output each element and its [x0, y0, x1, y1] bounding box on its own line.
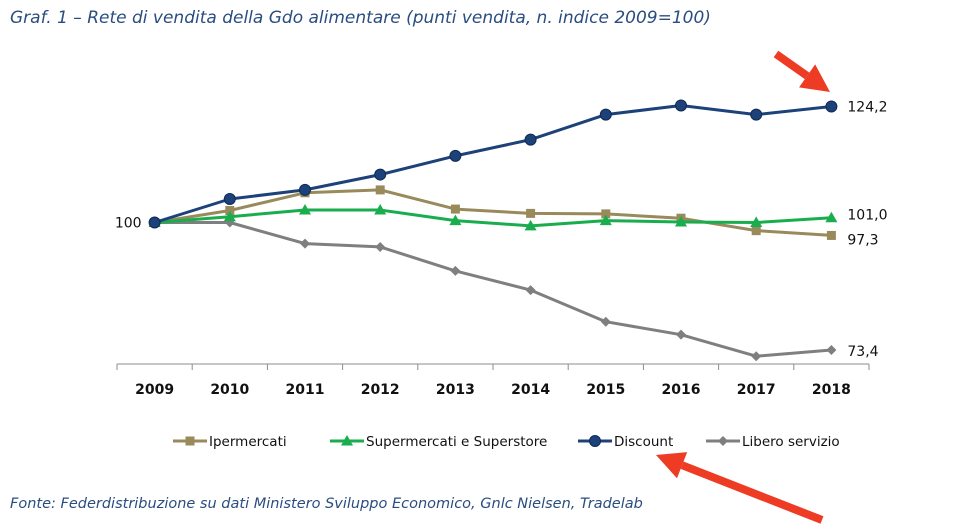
data-point-supermercati-e-superstore-2013	[449, 214, 462, 226]
series-supermercati-e-superstore	[148, 204, 838, 231]
arrow-head	[799, 64, 830, 92]
data-point-libero-servizio-2011	[300, 238, 310, 249]
annotations	[656, 50, 830, 524]
arrow-head	[656, 452, 688, 479]
series-discount	[148, 99, 838, 229]
chart-title: Graf. 1 – Rete di vendita della Gdo alim…	[10, 8, 711, 28]
data-point-discount-2011	[299, 183, 311, 196]
x-tick-label-2014: 2014	[511, 382, 550, 398]
data-point-libero-servizio-2017	[751, 351, 762, 362]
legend-swatch-marker	[341, 435, 353, 446]
data-point-ipermercati-2017	[751, 226, 761, 236]
start-value-label: 100	[115, 216, 142, 232]
data-point-discount-2010	[223, 193, 236, 206]
legend-swatch-marker	[718, 436, 728, 446]
data-point-ipermercati-2010	[225, 206, 235, 216]
x-tick-label-2017: 2017	[737, 382, 776, 398]
data-point-discount-2012	[374, 168, 387, 181]
data-point-discount-2014	[524, 133, 537, 146]
data-point-supermercati-e-superstore-2010	[223, 210, 236, 222]
legend-swatch-marker	[589, 435, 601, 447]
series-line-libero-servizio	[154, 221, 832, 358]
series-ipermercati	[150, 185, 836, 240]
data-point-discount-2013	[449, 149, 462, 162]
data-point-libero-servizio-2012	[375, 241, 386, 252]
arrow-to-discount-legend	[656, 452, 824, 524]
data-point-discount-2017	[750, 108, 763, 121]
data-point-ipermercati-2013	[450, 204, 460, 214]
data-point-supermercati-e-superstore-2015	[599, 214, 612, 226]
x-tick-label-2016: 2016	[662, 382, 701, 398]
legend-item-libero-servizio: Libero servizio	[706, 434, 840, 450]
data-point-ipermercati-2014	[526, 208, 536, 218]
series-line-ipermercati	[154, 188, 832, 237]
data-point-ipermercati-2012	[375, 185, 385, 195]
data-point-supermercati-e-superstore-2017	[750, 216, 763, 227]
series-line-supermercati-e-superstore	[154, 208, 832, 228]
end-value-label-discount: 124,2	[847, 100, 887, 116]
x-tick-label-2010: 2010	[210, 382, 249, 398]
x-tick-label-2011: 2011	[286, 382, 325, 398]
data-point-discount-2016	[675, 99, 687, 112]
legend-item-discount: Discount	[578, 434, 673, 450]
legend-item-supermercati-e-superstore: Supermercati e Superstore	[330, 434, 547, 450]
data-point-supermercati-e-superstore-2018	[825, 211, 838, 223]
data-point-discount-2009	[148, 216, 161, 229]
series-group	[148, 99, 838, 362]
arrow-shaft	[680, 461, 824, 524]
data-labels: 100 97,3 101,0 124,2 73,4	[115, 100, 888, 361]
data-point-libero-servizio-2018	[826, 345, 837, 356]
data-point-discount-2018	[825, 100, 838, 113]
x-tick-label-2012: 2012	[361, 382, 400, 398]
data-point-discount-2015	[599, 108, 612, 121]
legend-item-ipermercati: Ipermercati	[173, 434, 287, 450]
legend-label-supermercati-e-superstore: Supermercati e Superstore	[366, 434, 547, 450]
end-value-label-libero-servizio: 73,4	[847, 344, 878, 360]
x-tick-label-2013: 2013	[436, 382, 475, 398]
series-line-discount	[154, 104, 832, 224]
x-tick-label-2018: 2018	[812, 382, 851, 398]
data-point-supermercati-e-superstore-2012	[374, 204, 387, 215]
data-point-libero-servizio-2016	[676, 329, 686, 340]
x-tick-label-2009: 2009	[135, 382, 174, 398]
data-point-ipermercati-2018	[826, 230, 836, 240]
data-point-supermercati-e-superstore-2016	[675, 216, 687, 227]
legend-label-ipermercati: Ipermercati	[209, 434, 287, 450]
data-point-supermercati-e-superstore-2014	[524, 219, 537, 231]
legend-label-discount: Discount	[614, 434, 673, 450]
data-point-libero-servizio-2013	[450, 265, 461, 276]
data-point-ipermercati-2015	[601, 209, 611, 219]
x-axis: 2009 2010 2011 2012 2013 2014 2015 2016 2017 2018	[116, 363, 870, 398]
data-point-libero-servizio-2014	[525, 285, 536, 296]
x-tick-label-2015: 2015	[586, 382, 625, 398]
data-point-supermercati-e-superstore-2011	[299, 204, 311, 215]
arrow-shaft	[773, 50, 810, 80]
source-note: Fonte: Federdistribuzione su dati Minist…	[10, 496, 643, 512]
legend-label-libero-servizio: Libero servizio	[742, 434, 840, 450]
legend-swatch-marker	[185, 436, 195, 446]
series-libero-servizio	[149, 217, 837, 362]
legend: Ipermercati Supermercati e Superstore Disc…	[173, 434, 840, 450]
end-value-label-ipermercati: 97,3	[847, 232, 878, 248]
data-point-libero-servizio-2015	[600, 316, 611, 327]
end-value-label-supermercati-e-superstore: 101,0	[847, 208, 887, 224]
arrow-to-discount-2018	[773, 50, 830, 92]
